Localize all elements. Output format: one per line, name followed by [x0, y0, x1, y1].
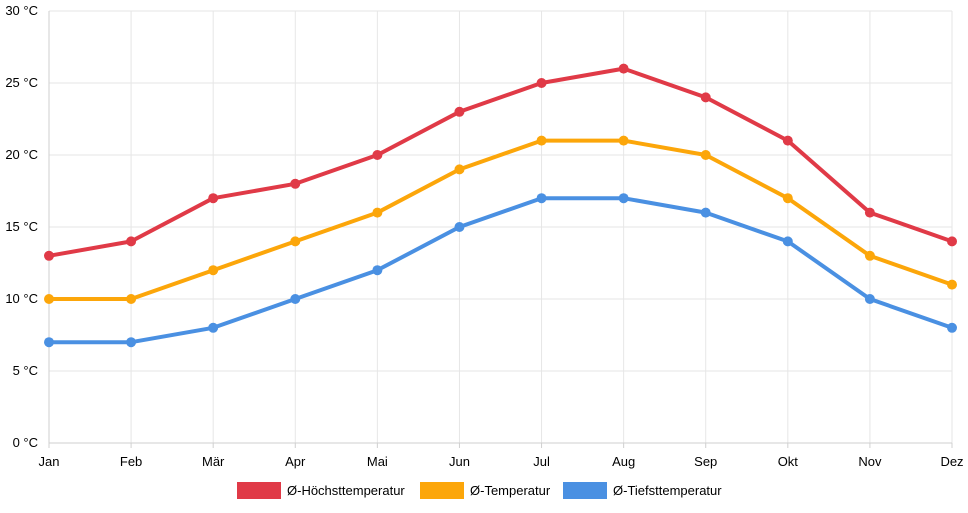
- x-tick-label: Jul: [533, 454, 550, 469]
- series-points: [44, 63, 957, 348]
- data-point: [454, 106, 465, 117]
- data-point: [864, 294, 875, 304]
- legend-swatch: [420, 482, 464, 499]
- x-tick-label: Aug: [612, 454, 635, 469]
- data-point: [700, 207, 711, 218]
- legend: Ø-Höchsttemperatur Ø-Temperatur Ø-Tiefstte…: [237, 482, 722, 499]
- data-point: [208, 265, 219, 276]
- data-point: [126, 236, 137, 247]
- data-point: [44, 294, 54, 304]
- y-tick-label: 5 °C: [13, 363, 38, 378]
- data-point: [536, 135, 547, 146]
- y-tick-label: 30 °C: [5, 3, 38, 18]
- x-tick-label: Apr: [285, 454, 306, 469]
- y-tick-label: 10 °C: [5, 291, 38, 306]
- legend-label: Ø-Tiefsttemperatur: [613, 483, 722, 498]
- y-tick-label: 15 °C: [5, 219, 38, 234]
- y-tick-label: 20 °C: [5, 147, 38, 162]
- data-point: [864, 250, 875, 261]
- data-point: [864, 207, 875, 218]
- data-point: [700, 92, 711, 103]
- legend-swatch: [563, 482, 607, 499]
- data-point: [536, 78, 547, 88]
- data-point: [947, 322, 957, 333]
- x-tick-label: Nov: [858, 454, 882, 469]
- data-point: [782, 135, 793, 146]
- data-point: [290, 178, 301, 189]
- data-point: [372, 265, 383, 276]
- data-point: [126, 294, 137, 304]
- x-tick-label: Mai: [367, 454, 388, 469]
- x-tick-label: Feb: [120, 454, 142, 469]
- x-tick-label: Mär: [202, 454, 225, 469]
- x-tick-label: Dez: [940, 454, 963, 469]
- data-point: [454, 222, 465, 232]
- legend-swatch: [237, 482, 281, 499]
- x-tick-label: Okt: [778, 454, 799, 469]
- data-point: [290, 236, 301, 247]
- data-point: [454, 164, 465, 175]
- data-point: [44, 250, 54, 261]
- y-tick-label: 0 °C: [13, 435, 38, 450]
- data-point: [700, 150, 711, 160]
- series-lines: [47, 66, 954, 345]
- x-tick-label: Jun: [449, 454, 470, 469]
- data-point: [782, 236, 793, 247]
- series-line-2: [47, 196, 954, 345]
- grid: [48, 10, 953, 444]
- legend-label: Ø-Temperatur: [470, 483, 551, 498]
- data-point: [618, 193, 629, 204]
- x-tick-label: Jan: [39, 454, 60, 469]
- data-point: [618, 63, 629, 74]
- y-tick-label: 25 °C: [5, 75, 38, 90]
- axes: 0 °C 5 °C 10 °C 15 °C 20 °C 25 °C 30 °C Jan Feb M…: [5, 3, 963, 469]
- data-point: [290, 294, 301, 304]
- legend-label: Ø-Höchsttemperatur: [287, 483, 405, 498]
- data-point: [372, 150, 383, 160]
- data-point: [208, 322, 219, 333]
- x-tick-label: Sep: [694, 454, 717, 469]
- data-point: [44, 337, 54, 348]
- data-point: [947, 279, 957, 290]
- series-line-0: [47, 66, 954, 258]
- data-point: [947, 236, 957, 247]
- data-point: [536, 193, 547, 204]
- data-point: [126, 337, 137, 348]
- data-point: [782, 193, 793, 204]
- data-point: [372, 207, 383, 218]
- series-line-1: [47, 138, 954, 301]
- data-point: [618, 135, 629, 146]
- data-point: [208, 193, 219, 204]
